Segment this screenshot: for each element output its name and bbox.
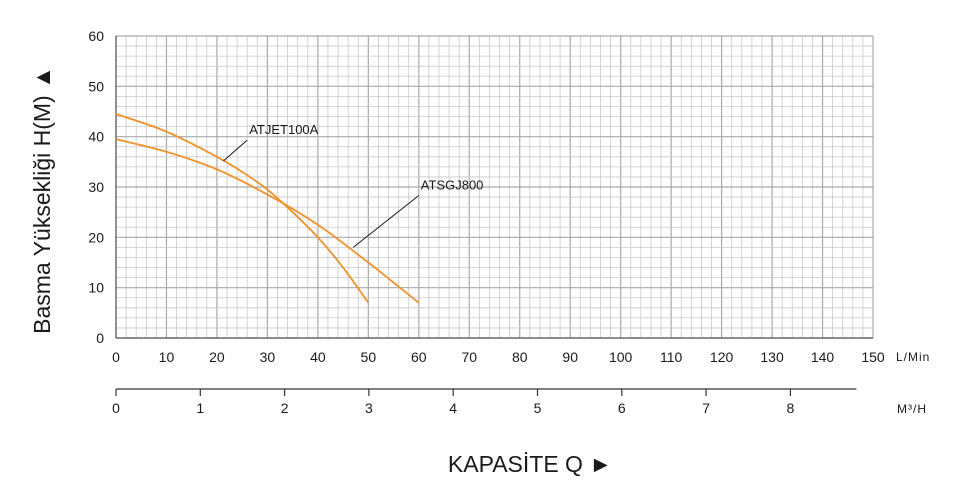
x2-tick-label: 2: [281, 400, 289, 416]
x2-tick-label: 4: [449, 400, 457, 416]
y-tick-labels: 0 10 20 30 40 50 60: [88, 28, 104, 346]
y-tick-label: 20: [88, 229, 104, 245]
x-tick-label: 150: [861, 349, 885, 365]
y-tick-label: 10: [88, 280, 104, 296]
annotation-leader-atjet100a: [223, 139, 248, 162]
annotation-leader-atsgj800: [352, 195, 420, 248]
x2-tick-label: 1: [196, 400, 204, 416]
annotation-label-atsgj800: ATSGJ800: [421, 178, 484, 193]
x-tick-label: 0: [112, 349, 120, 365]
series-annotations: ATJET100A ATSGJ800: [223, 122, 484, 248]
x-tick-label: 70: [461, 349, 477, 365]
secondary-x-axis: [115, 388, 857, 396]
series-line-atjet100a: [115, 113, 370, 304]
x-tick-label: 140: [811, 349, 835, 365]
y-tick-label: 30: [88, 179, 104, 195]
x-tick-label: 100: [609, 349, 633, 365]
x2-tick-label: 0: [112, 400, 120, 416]
x-tick-label: 20: [209, 349, 225, 365]
x-tick-label: 80: [512, 349, 528, 365]
x-tick-label: 40: [310, 349, 326, 365]
x2-tick-label: 3: [365, 400, 373, 416]
x2-tick-label: 6: [618, 400, 626, 416]
series-lines: [115, 113, 420, 304]
x-tick-label: 130: [760, 349, 784, 365]
x-tick-label: 110: [660, 349, 683, 365]
x-tick-label: 60: [411, 349, 427, 365]
series-line-atsgj800: [115, 138, 420, 304]
y-tick-label: 40: [88, 129, 104, 145]
x2-tick-label: 8: [787, 400, 795, 416]
x-unit-label: L/Min: [896, 350, 930, 364]
x-tick-label: 50: [361, 349, 377, 365]
y-tick-label: 50: [88, 78, 104, 94]
x-tick-label: 90: [562, 349, 578, 365]
x2-tick-label: 7: [702, 400, 710, 416]
y-axis: [115, 36, 873, 339]
y-axis-title: Basma Yüksekliği H(M) ▲: [29, 66, 55, 334]
y-tick-label: 0: [96, 330, 104, 346]
x-tick-label: 120: [710, 349, 734, 365]
x-tick-labels: 0 10 20 30 40 50 60 70 80 90 100 110 120 130 140 150: [112, 349, 885, 365]
x-tick-label: 30: [260, 349, 276, 365]
grid: [115, 35, 874, 339]
x-axis-title: KAPASİTE Q ►: [448, 451, 612, 477]
annotation-label-atjet100a: ATJET100A: [249, 122, 318, 137]
y-tick-label: 60: [88, 28, 104, 44]
x2-unit-label: M³/H: [897, 402, 927, 416]
x-tick-label: 10: [159, 349, 175, 365]
x2-tick-label: 5: [534, 400, 542, 416]
x2-tick-labels: 0 1 2 3 4 5 6 7 8: [112, 400, 794, 416]
